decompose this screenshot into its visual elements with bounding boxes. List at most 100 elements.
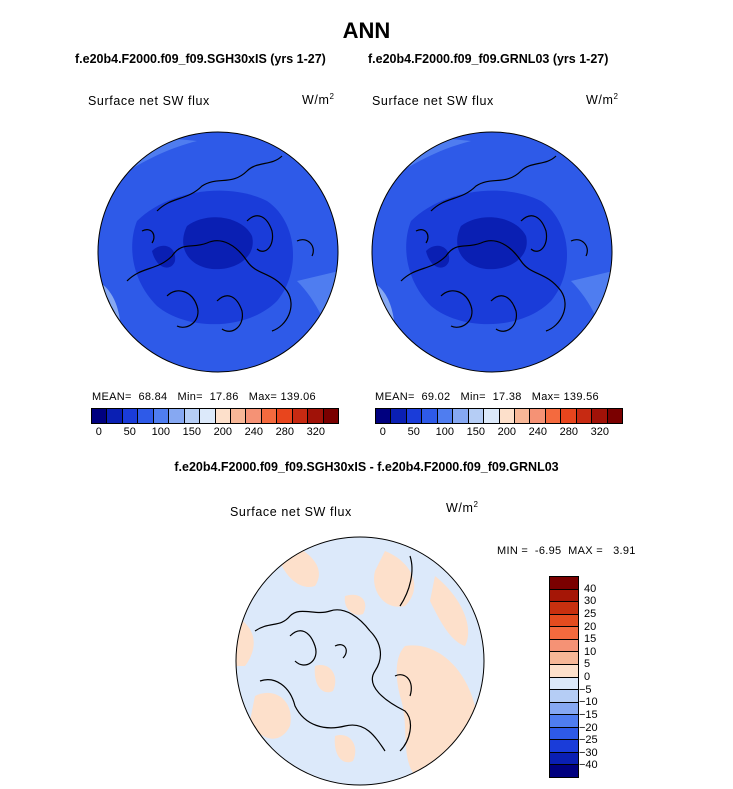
colorbar-swatch xyxy=(153,409,170,423)
case-title-right: f.e20b4.F2000.f09_f09.GRNL03 (yrs 1-27) xyxy=(368,52,609,66)
colorbar-tick-label: 0 xyxy=(95,426,102,438)
units-label-left: W/m2 xyxy=(302,92,335,108)
colorbar-swatch xyxy=(107,409,123,423)
variable-label-diff: Surface net SW flux xyxy=(230,505,352,519)
colorbar-tick-label: 200 xyxy=(497,426,516,438)
colorbar-swatch xyxy=(550,765,578,777)
colorbar-swatch xyxy=(422,409,438,423)
colorbar-tick-label: 0 xyxy=(379,426,386,438)
colorbar-swatch xyxy=(230,409,247,423)
colorbar-swatch xyxy=(406,409,423,423)
colorbar-tick-label: 320 xyxy=(590,426,609,438)
colorbar-swatch xyxy=(550,627,578,640)
colorbar-swatch xyxy=(308,409,324,423)
colorbar-swatch xyxy=(122,409,139,423)
units-label-right: W/m2 xyxy=(586,92,619,108)
polar-map-diff xyxy=(235,536,485,786)
colorbar-tick-label: −10 xyxy=(579,696,598,709)
colorbar-tick-label: 150 xyxy=(466,426,485,438)
difference-title: f.e20b4.F2000.f09_f09.SGH30xIS - f.e20b4… xyxy=(174,460,559,474)
colorbar-swatch xyxy=(514,409,531,423)
colorbar-tick-label: 15 xyxy=(584,633,597,646)
colorbar-swatch xyxy=(261,409,278,423)
polar-map-left xyxy=(97,131,339,373)
colorbar-tick-label: 100 xyxy=(151,426,170,438)
colorbar-labels-diff: 40 30 25 20 15 10 5 0 −5 −10 −15 −20 −25 −30 −40 xyxy=(579,576,624,778)
colorbar-tick-label: 240 xyxy=(244,426,263,438)
colorbar-tick-label: 50 xyxy=(407,426,420,438)
colorbar-swatch xyxy=(453,409,469,423)
colorbar-left xyxy=(91,408,339,424)
colorbar-swatch xyxy=(530,409,546,423)
colorbar-swatch xyxy=(545,409,562,423)
colorbar-swatch xyxy=(468,409,485,423)
colorbar-swatch xyxy=(169,409,185,423)
colorbar-swatch xyxy=(550,639,578,653)
stats-diff: MIN = -6.95 MAX = 3.91 xyxy=(497,545,636,557)
colorbar-swatch xyxy=(92,409,108,423)
colorbar-tick-label: 25 xyxy=(584,607,597,620)
page-title: ANN xyxy=(342,18,391,43)
colorbar-swatch xyxy=(437,409,454,423)
colorbar-tick-label: 40 xyxy=(584,582,597,595)
colorbar-swatch xyxy=(215,409,231,423)
colorbar-tick-label: −15 xyxy=(579,708,598,721)
colorbar-swatch xyxy=(184,409,201,423)
colorbar-tick-label: 5 xyxy=(584,658,591,671)
colorbar-tick-label: −40 xyxy=(579,759,598,772)
stats-left: MEAN= 68.84 Min= 17.86 Max= 139.06 xyxy=(92,391,316,403)
colorbar-tick-label: −5 xyxy=(579,683,592,696)
colorbar-swatch xyxy=(550,690,578,703)
colorbar-tick-label: 0 xyxy=(584,671,591,683)
colorbar-labels-left: 0 50 100 150 200 240 280 320 xyxy=(91,426,339,440)
colorbar-tick-label: 50 xyxy=(123,426,136,438)
colorbar-swatch xyxy=(550,602,578,615)
colorbar-tick-label: −25 xyxy=(579,734,598,747)
colorbar-tick-label: 20 xyxy=(584,620,597,633)
colorbar-swatch xyxy=(277,409,293,423)
polar-map-right xyxy=(371,131,613,373)
variable-label-right: Surface net SW flux xyxy=(372,94,494,108)
colorbar-swatch xyxy=(592,409,608,423)
colorbar-swatch xyxy=(607,409,622,423)
colorbar-tick-label: −20 xyxy=(579,721,598,734)
colorbar-swatch xyxy=(576,409,593,423)
colorbar-swatch xyxy=(484,409,500,423)
colorbar-tick-label: 200 xyxy=(213,426,232,438)
colorbar-tick-label: 240 xyxy=(528,426,547,438)
colorbar-tick-label: 10 xyxy=(584,645,597,658)
colorbar-swatch xyxy=(550,652,578,665)
colorbar-tick-label: 150 xyxy=(182,426,201,438)
units-label-diff: W/m2 xyxy=(446,500,479,516)
colorbar-labels-right: 0 50 100 150 200 240 280 320 xyxy=(375,426,623,440)
colorbar-swatch xyxy=(323,409,338,423)
colorbar-swatch xyxy=(499,409,515,423)
colorbar-swatch xyxy=(292,409,309,423)
colorbar-swatch xyxy=(561,409,577,423)
colorbar-swatch xyxy=(550,715,578,728)
case-title-left: f.e20b4.F2000.f09_f09.SGH30xIS (yrs 1-27… xyxy=(75,52,326,66)
colorbar-swatch xyxy=(550,727,578,741)
colorbar-tick-label: 280 xyxy=(559,426,578,438)
colorbar-tick-label: 280 xyxy=(275,426,294,438)
colorbar-right xyxy=(375,408,623,424)
stats-right: MEAN= 69.02 Min= 17.38 Max= 139.56 xyxy=(375,391,599,403)
colorbar-tick-label: 100 xyxy=(435,426,454,438)
colorbar-swatch xyxy=(138,409,154,423)
colorbar-swatch xyxy=(550,664,578,678)
colorbar-swatch xyxy=(200,409,216,423)
colorbar-swatch xyxy=(550,577,578,590)
colorbar-swatch xyxy=(376,409,392,423)
colorbar-swatch xyxy=(550,614,578,628)
colorbar-tick-label: 320 xyxy=(306,426,325,438)
colorbar-swatch xyxy=(550,740,578,753)
colorbar-swatch xyxy=(550,677,578,691)
colorbar-swatch xyxy=(391,409,407,423)
colorbar-swatch xyxy=(550,752,578,766)
colorbar-swatch xyxy=(246,409,262,423)
colorbar-swatch xyxy=(550,702,578,716)
colorbar-diff xyxy=(549,576,579,778)
colorbar-swatch xyxy=(550,589,578,603)
variable-label-left: Surface net SW flux xyxy=(88,94,210,108)
colorbar-tick-label: −30 xyxy=(579,746,598,759)
